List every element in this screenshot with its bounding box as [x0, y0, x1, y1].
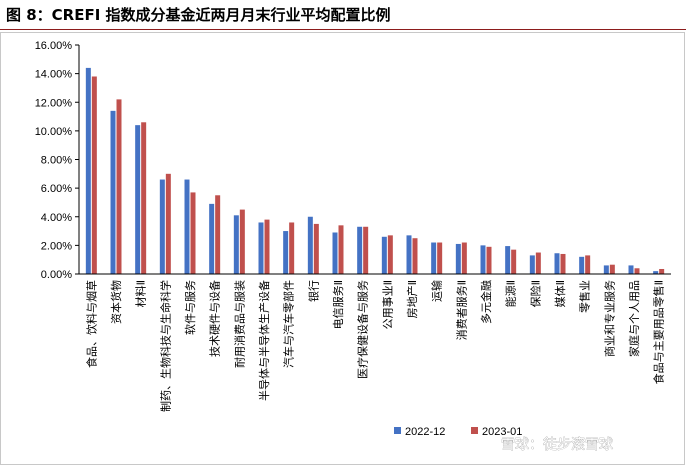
- x-category-label: 耐用消费品与服装: [232, 280, 246, 368]
- bar-2023-01: [437, 242, 443, 274]
- x-category-label: 零售业: [578, 280, 592, 313]
- bar-2023-01: [264, 219, 270, 274]
- bar-2023-01: [190, 192, 196, 274]
- bar-2023-01: [239, 209, 245, 274]
- bar-2022-12: [85, 67, 91, 275]
- x-category-label: 材料Ⅱ: [134, 280, 148, 307]
- x-category-label: 软件与服务: [183, 280, 197, 335]
- figure-title: 图 8：CREFI 指数成分基金近两月月末行业平均配置比例: [6, 6, 391, 24]
- x-category-label: 技术硬件与设备: [208, 280, 222, 357]
- legend-swatch-2022-12: [394, 427, 401, 434]
- x-category-label: 资本货物: [109, 280, 123, 324]
- bar-2023-01: [363, 226, 369, 274]
- bar-2023-01: [91, 76, 97, 274]
- x-category-label: 制药、生物科技与生命科学: [158, 280, 172, 412]
- bar-2022-12: [209, 203, 215, 274]
- bar-2022-12: [159, 179, 165, 274]
- bar-2022-12: [628, 265, 634, 274]
- bar-2023-01: [659, 268, 665, 274]
- bar-2022-12: [233, 215, 239, 274]
- x-category-label: 能源Ⅱ: [504, 280, 518, 307]
- bar-2023-01: [609, 264, 615, 274]
- bar-2023-01: [535, 252, 541, 274]
- x-category-label: 房地产Ⅱ: [405, 280, 419, 318]
- bar-2022-12: [184, 179, 190, 274]
- bar-2022-12: [480, 245, 486, 274]
- bar-2022-12: [603, 265, 609, 274]
- x-category-label: 电信服务Ⅱ: [332, 280, 345, 329]
- bar-2022-12: [283, 231, 289, 274]
- bar-2022-12: [332, 232, 338, 274]
- bar-2023-01: [141, 122, 147, 274]
- bar-2022-12: [135, 125, 141, 275]
- y-tick-label: 8.00%: [41, 155, 72, 167]
- x-category-label: 医疗保健设备与服务: [356, 280, 370, 379]
- x-category-label: 汽车与汽车零部件: [282, 280, 296, 368]
- y-tick-label: 0.00%: [41, 269, 72, 281]
- x-category-label: 保险Ⅱ: [528, 280, 542, 307]
- y-tick-label: 4.00%: [41, 212, 72, 224]
- bar-2023-01: [585, 255, 591, 274]
- bar-2022-12: [653, 271, 659, 274]
- x-category-label: 银行: [306, 280, 320, 302]
- x-category-label: 家庭与个人用品: [627, 280, 641, 357]
- x-category-label: 媒体Ⅱ: [553, 280, 567, 307]
- y-tick-label: 12.00%: [35, 97, 73, 109]
- bar-2022-12: [579, 256, 585, 274]
- x-category-label: 食品与主要用品零售Ⅱ: [652, 280, 666, 384]
- bar-2022-12: [505, 246, 511, 274]
- bar-2022-12: [529, 255, 535, 274]
- bar-2023-01: [387, 235, 393, 274]
- bar-2023-01: [338, 225, 344, 274]
- bar-2023-01: [313, 223, 319, 274]
- bar-2022-12: [258, 222, 264, 274]
- watermark-text: 雪球：徒步滚雪球: [501, 436, 613, 453]
- y-tick-label: 6.00%: [41, 183, 72, 195]
- x-category-label: 公用事业Ⅱ: [381, 280, 394, 329]
- x-category-label: 消费者服务Ⅱ: [454, 280, 468, 340]
- bar-2022-12: [381, 236, 387, 274]
- bar-2023-01: [289, 222, 295, 274]
- legend-label-2023-01: 2023-01: [482, 426, 522, 438]
- y-tick-label: 2.00%: [41, 240, 72, 252]
- chart-frame: [0, 32, 685, 465]
- bar-2023-01: [116, 99, 122, 274]
- bar-2022-12: [307, 216, 313, 274]
- y-tick-label: 10.00%: [35, 126, 73, 138]
- bar-2022-12: [110, 110, 116, 275]
- bar-2022-12: [554, 253, 560, 274]
- x-category-label: 运输: [430, 280, 444, 302]
- x-category-label: 半导体与半导体生产设备: [257, 280, 271, 401]
- y-tick-label: 14.00%: [35, 69, 73, 81]
- legend-label-2022-12: 2022-12: [405, 426, 445, 438]
- bar-2022-12: [406, 235, 412, 274]
- bar-2023-01: [560, 253, 566, 274]
- bar-2022-12: [455, 243, 461, 274]
- bar-2023-01: [511, 249, 517, 274]
- bar-2023-01: [412, 238, 418, 274]
- bar-2022-12: [431, 242, 437, 274]
- bar-2023-01: [486, 246, 492, 274]
- legend-swatch-2023-01: [471, 427, 478, 434]
- bar-2023-01: [165, 173, 171, 274]
- x-category-label: 食品、饮料与烟草: [84, 280, 98, 368]
- title-rule: [0, 29, 686, 30]
- x-category-label: 商业和专业服务: [602, 280, 616, 357]
- bar-2023-01: [634, 268, 640, 274]
- bar-2023-01: [215, 195, 221, 274]
- bar-2023-01: [461, 242, 467, 274]
- y-tick-label: 16.00%: [35, 40, 73, 52]
- x-category-label: 多元金融: [479, 280, 493, 324]
- bar-2022-12: [357, 226, 363, 274]
